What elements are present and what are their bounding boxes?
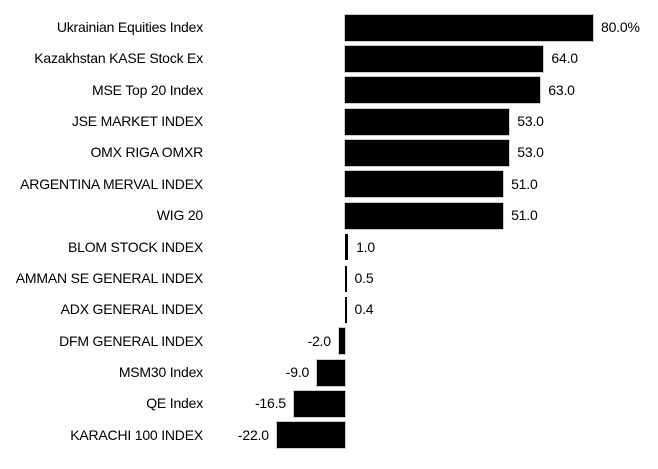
bar: [337, 327, 347, 356]
category-label: DFM GENERAL INDEX: [59, 332, 203, 349]
chart-row: QE Index -16.5: [0, 388, 658, 419]
chart-row: BLOM STOCK INDEX 1.0: [0, 232, 658, 263]
value-label: 0.5: [354, 269, 374, 286]
category-label: OMX RIGA OMXR: [90, 144, 203, 161]
bar: [343, 139, 511, 168]
chart-row: Kazakhstan KASE Stock Ex 64.0: [0, 43, 658, 74]
chart-row: AMMAN SE GENERAL INDEX 0.5: [0, 263, 658, 294]
bar: [343, 107, 511, 136]
category-label: MSE Top 20 Index: [92, 81, 203, 98]
chart-row: ADX GENERAL INDEX 0.4: [0, 294, 658, 325]
category-label: JSE MARKET INDEX: [71, 113, 203, 130]
bar: [343, 45, 545, 74]
chart-row: ARGENTINA MERVAL INDEX 51.0: [0, 169, 658, 200]
chart-row: KARACHI 100 INDEX -22.0: [0, 420, 658, 451]
bar: [292, 389, 346, 418]
category-label: AMMAN SE GENERAL INDEX: [15, 269, 203, 286]
category-label: BLOM STOCK INDEX: [67, 238, 203, 255]
category-label: Kazakhstan KASE Stock Ex: [34, 50, 203, 67]
category-label: ARGENTINA MERVAL INDEX: [20, 175, 203, 192]
value-label: 51.0: [511, 207, 538, 224]
chart-row: JSE MARKET INDEX 53.0: [0, 106, 658, 137]
category-label: Ukrainian Equities Index: [56, 19, 203, 35]
value-label: 1.0: [356, 238, 375, 255]
category-label: MSM30 Index: [118, 363, 203, 380]
bar: [343, 201, 505, 230]
chart-row: OMX RIGA OMXR 53.0: [0, 137, 658, 168]
category-label: WIG 20: [156, 207, 203, 224]
chart-row: MSE Top 20 Index 63.0: [0, 75, 658, 106]
value-label: 51.0: [511, 175, 538, 192]
chart-row: DFM GENERAL INDEX -2.0: [0, 326, 658, 357]
category-label: ADX GENERAL INDEX: [60, 301, 204, 318]
value-label: 64.0: [551, 50, 578, 67]
value-label: 80.0%: [601, 19, 640, 35]
value-label: -2.0: [307, 332, 331, 349]
value-label: -22.0: [237, 426, 269, 443]
bar: [316, 358, 346, 387]
value-label: -16.5: [254, 395, 286, 412]
bar: [275, 421, 346, 450]
bar: [345, 296, 347, 323]
chart-row: Ukrainian Equities Index 80.0%: [0, 12, 658, 43]
value-label: -9.0: [285, 363, 310, 380]
value-label: 63.0: [548, 81, 575, 98]
value-label: 53.0: [517, 144, 544, 161]
bar: [345, 234, 349, 261]
bar: [343, 170, 505, 199]
bar: [345, 265, 347, 292]
category-label: KARACHI 100 INDEX: [70, 426, 203, 443]
chart-row: WIG 20 51.0: [0, 200, 658, 231]
bar: [344, 13, 594, 42]
value-label: 53.0: [517, 113, 544, 130]
value-label: 0.4: [354, 301, 374, 318]
chart-row: MSM30 Index -9.0: [0, 357, 658, 388]
bar: [343, 76, 542, 105]
category-label: QE Index: [146, 395, 203, 412]
